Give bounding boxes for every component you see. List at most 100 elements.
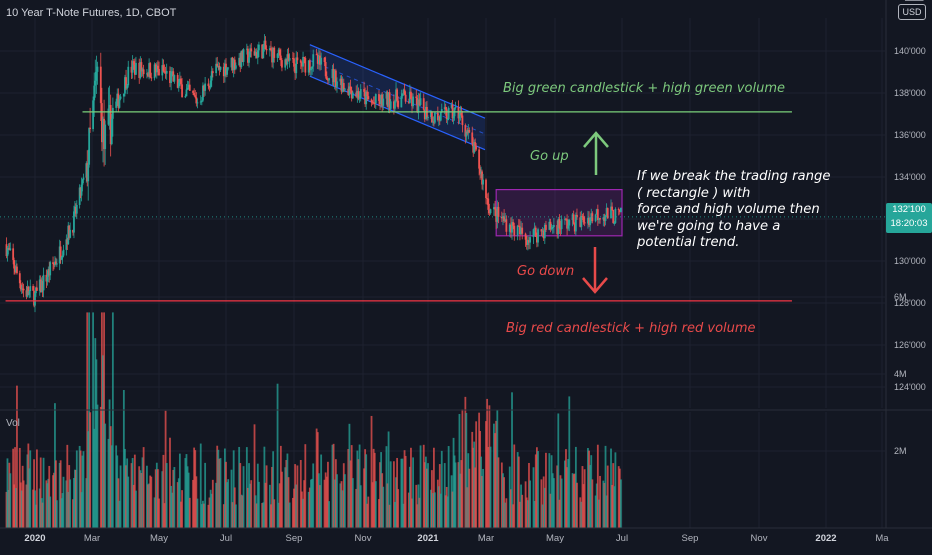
candle-body [494,207,496,210]
candle-body [102,118,104,143]
candle-body [308,60,311,71]
candle-body [588,217,590,226]
volume-bar [450,475,453,528]
volume-bar [271,466,273,528]
candle-body [146,73,148,75]
candle-body [16,266,18,274]
volume-bar [29,450,32,528]
volume-bar [339,483,342,528]
volume-bar [509,489,512,528]
symbol-title[interactable]: 10 Year T-Note Futures, 1D, CBOT [6,7,177,19]
candle-body [87,164,90,182]
volume-bar [254,495,257,528]
candle-body [576,214,578,218]
time-tick-label: May [546,533,564,544]
volume-bar [261,503,264,528]
candle-body [171,71,174,73]
candle-body [253,51,256,56]
volume-label[interactable]: Vol [6,418,20,429]
candle-body [234,65,237,69]
candle-body [6,248,9,257]
volume-bar [571,473,574,528]
candle-body [7,248,10,250]
candle-body [401,93,404,97]
candle-body [364,91,367,105]
volume-bar [424,456,427,528]
volume-bar [529,480,532,528]
candle-body [135,62,137,75]
volume-bar [131,458,134,528]
candle-body [348,86,351,95]
volume-bar [302,498,304,528]
volume-bar [281,471,283,528]
candle-body [115,101,118,108]
currency-button[interactable]: USD [898,4,926,20]
volume-bar [155,462,158,528]
volume-bar [125,465,127,528]
volume-bar [140,473,143,528]
up-arrow-head [583,131,609,148]
channel-group [309,44,623,237]
candle-body [536,236,538,243]
candle-body [61,255,64,258]
candle-body [195,97,198,104]
candle-body [468,130,471,133]
candle-body [557,219,560,235]
volume-bar [618,468,621,528]
candle-body [339,78,342,82]
candle-body [231,57,234,71]
volume-bar [58,462,61,528]
volume-bar [7,489,10,528]
candle-body [549,221,552,230]
candle-body [579,217,582,227]
candle-body [26,286,29,297]
volume-bar [612,463,615,528]
volume-bar [9,473,12,528]
volume-bar [185,454,188,528]
volume-bar [524,481,527,528]
volume-bar [458,413,461,528]
volume-bar [355,488,358,528]
price-tick-label: 140'000 [894,46,926,56]
candle-body [605,208,608,216]
candle-body [372,102,375,104]
volume-bar [294,464,297,528]
volume-bar [36,449,38,528]
volume-bar [248,463,250,528]
volume-bar [304,444,307,528]
candle-body [582,216,585,223]
candle-body [150,77,153,79]
volume-bar [22,480,25,528]
candle-body [581,216,584,218]
candle-body [349,86,352,91]
candle-body [489,209,492,214]
volume-bar [264,482,267,528]
volume-bar [292,497,294,528]
candle-body [222,66,225,77]
candle-body [480,171,482,174]
volume-bar [323,479,326,528]
volume-bar [516,452,519,528]
volume-bar [247,487,249,528]
candle-body [147,73,149,77]
candle-body [287,54,290,61]
candle-body [433,112,436,123]
volume-bar [430,489,432,528]
volume-bar [241,495,244,528]
candle-body [35,287,37,294]
volume-bar [69,479,72,528]
candle-body [286,54,289,65]
volume-bar [446,496,449,528]
volume-bar [595,483,598,528]
volume-bar [288,502,291,528]
volume-bar [311,478,313,528]
candle-body [203,85,205,91]
candle-body [407,101,410,103]
volume-bar [408,466,411,528]
candle-body [199,101,202,103]
volume-bar [393,461,395,528]
candle-body [157,65,159,69]
volume-bar [224,448,226,528]
